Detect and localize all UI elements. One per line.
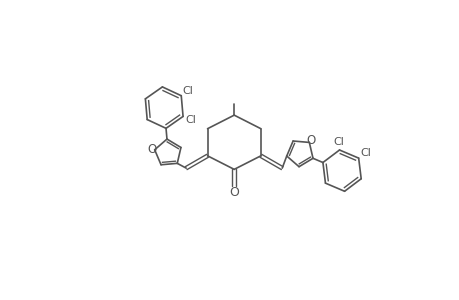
Text: O: O	[306, 134, 315, 147]
Text: Cl: Cl	[185, 115, 196, 125]
Text: O: O	[229, 186, 239, 199]
Text: Cl: Cl	[332, 136, 343, 147]
Text: O: O	[147, 142, 156, 156]
Text: Cl: Cl	[182, 86, 193, 96]
Text: Cl: Cl	[359, 148, 370, 158]
